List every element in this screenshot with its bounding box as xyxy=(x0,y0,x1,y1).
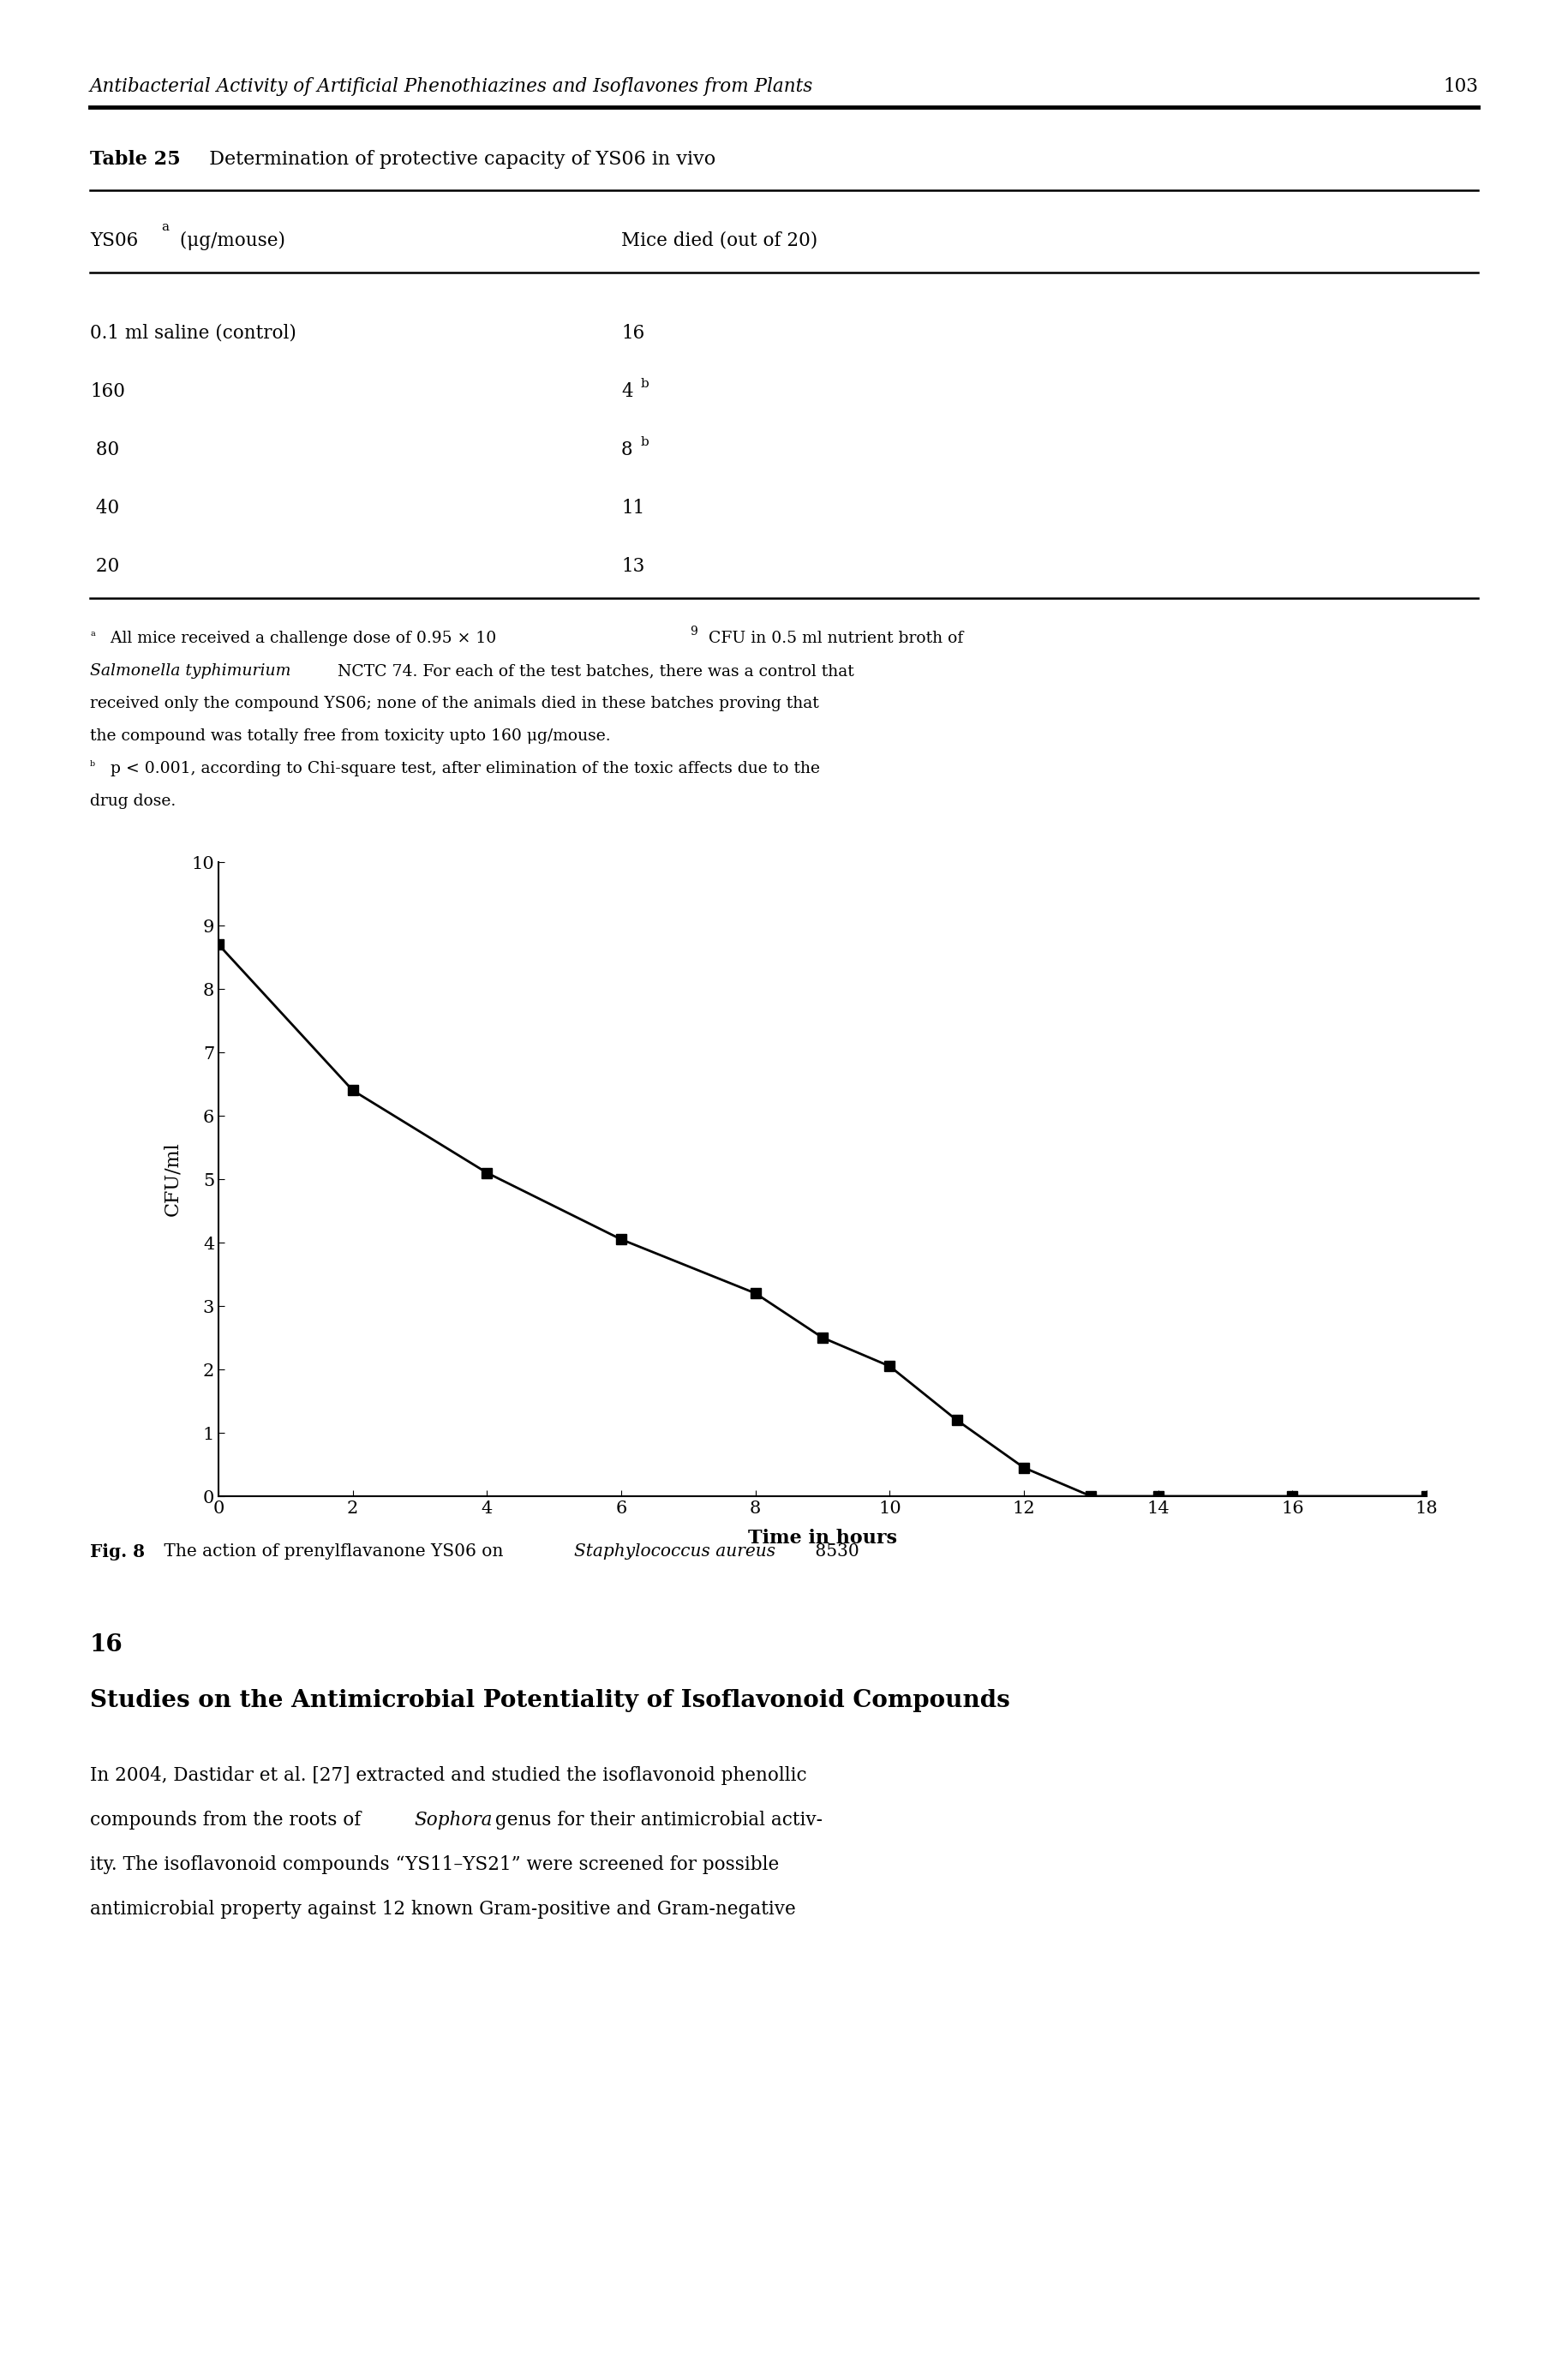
Text: p < 0.001, according to Chi-square test, after elimination of the toxic affects : p < 0.001, according to Chi-square test,… xyxy=(105,761,820,775)
Text: 8: 8 xyxy=(621,440,633,459)
Text: antimicrobial property against 12 known Gram-positive and Gram-negative: antimicrobial property against 12 known … xyxy=(89,1900,797,1919)
Text: CFU in 0.5 ml nutrient broth of: CFU in 0.5 ml nutrient broth of xyxy=(704,630,963,647)
Text: 4: 4 xyxy=(621,383,633,402)
Text: Mice died (out of 20): Mice died (out of 20) xyxy=(621,231,817,250)
Text: received only the compound YS06; none of the animals died in these batches provi: received only the compound YS06; none of… xyxy=(89,697,818,711)
Text: (μg/mouse): (μg/mouse) xyxy=(174,231,285,250)
Text: compounds from the roots of: compounds from the roots of xyxy=(89,1810,367,1829)
Text: The action of prenylflavanone YS06 on: The action of prenylflavanone YS06 on xyxy=(158,1543,508,1560)
Text: Salmonella typhimurium: Salmonella typhimurium xyxy=(89,663,290,678)
Text: Table 25: Table 25 xyxy=(89,150,180,169)
Text: 160: 160 xyxy=(89,383,125,402)
Y-axis label: CFU/ml: CFU/ml xyxy=(163,1141,182,1215)
Text: Antibacterial Activity of Artificial Phenothiazines and Isoflavones from Plants: Antibacterial Activity of Artificial Phe… xyxy=(89,76,814,95)
Text: 11: 11 xyxy=(621,499,644,518)
Text: 16: 16 xyxy=(89,1634,124,1657)
Text: YS06: YS06 xyxy=(89,231,138,250)
Text: ᵃ: ᵃ xyxy=(89,630,96,642)
Text: b: b xyxy=(641,378,649,390)
Text: 9: 9 xyxy=(690,625,698,637)
Text: 8530: 8530 xyxy=(809,1543,859,1560)
Text: 103: 103 xyxy=(1443,76,1479,95)
Text: b: b xyxy=(641,435,649,447)
Text: Staphylococcus aureus: Staphylococcus aureus xyxy=(574,1543,776,1560)
Text: a: a xyxy=(162,221,169,233)
Text: 13: 13 xyxy=(621,556,644,575)
Text: 80: 80 xyxy=(89,440,119,459)
Text: genus for their antimicrobial activ-: genus for their antimicrobial activ- xyxy=(489,1810,823,1829)
Text: 0.1 ml saline (control): 0.1 ml saline (control) xyxy=(89,323,296,342)
Text: Sophora: Sophora xyxy=(414,1810,492,1829)
Text: the compound was totally free from toxicity upto 160 μg/mouse.: the compound was totally free from toxic… xyxy=(89,728,610,744)
Text: NCTC 74. For each of the test batches, there was a control that: NCTC 74. For each of the test batches, t… xyxy=(332,663,855,678)
Text: drug dose.: drug dose. xyxy=(89,794,176,809)
Text: ᵇ: ᵇ xyxy=(89,761,96,773)
Text: Determination of protective capacity of YS06 in vivo: Determination of protective capacity of … xyxy=(198,150,715,169)
Text: All mice received a challenge dose of 0.95 × 10: All mice received a challenge dose of 0.… xyxy=(105,630,497,647)
Text: 16: 16 xyxy=(621,323,644,342)
Text: ity. The isoflavonoid compounds “YS11–YS21” were screened for possible: ity. The isoflavonoid compounds “YS11–YS… xyxy=(89,1855,779,1874)
Text: Studies on the Antimicrobial Potentiality of Isoflavonoid Compounds: Studies on the Antimicrobial Potentialit… xyxy=(89,1688,1010,1712)
Text: Fig. 8: Fig. 8 xyxy=(89,1543,144,1560)
Text: 40: 40 xyxy=(89,499,119,518)
X-axis label: Time in hours: Time in hours xyxy=(748,1529,897,1548)
Text: In 2004, Dastidar et al. [27] extracted and studied the isoflavonoid phenollic: In 2004, Dastidar et al. [27] extracted … xyxy=(89,1767,808,1786)
Text: 20: 20 xyxy=(89,556,119,575)
